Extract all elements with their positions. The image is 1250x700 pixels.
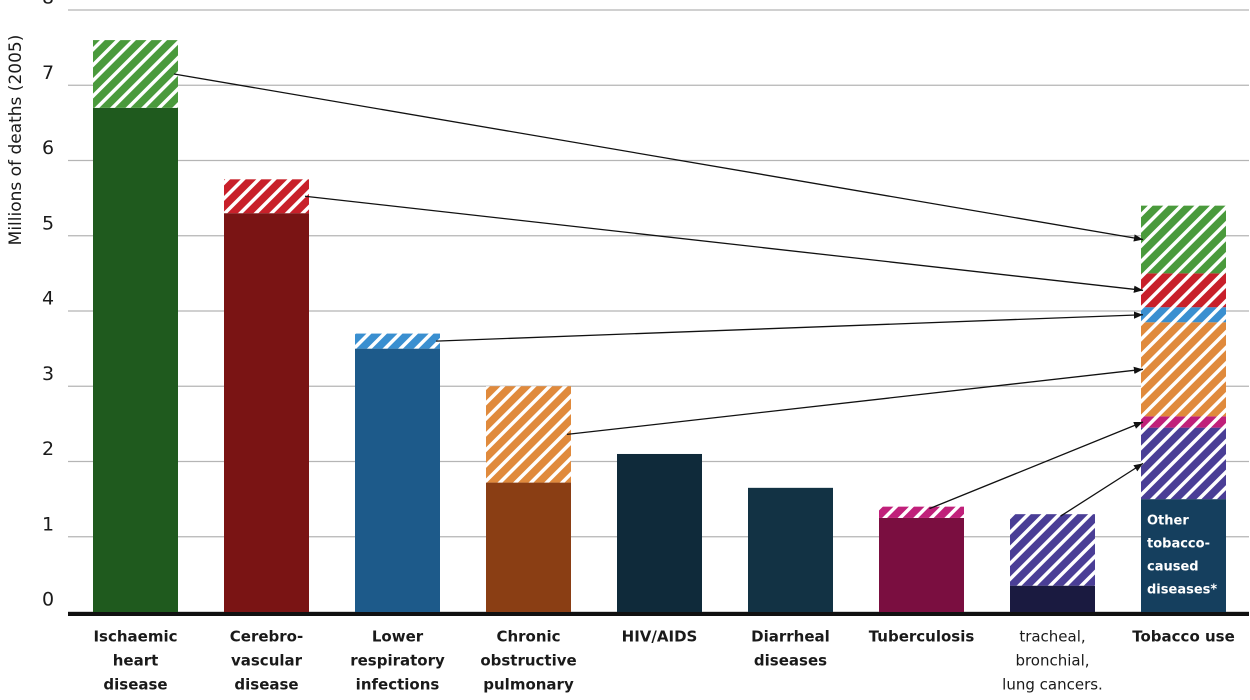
hatched-segment bbox=[1141, 416, 1226, 428]
hatched-segment bbox=[224, 179, 309, 214]
x-tick-label: vascular bbox=[231, 652, 303, 670]
hatched-segment bbox=[1141, 205, 1226, 274]
y-tick-label: 1 bbox=[42, 513, 54, 535]
x-tick-label: bronchial, bbox=[1015, 652, 1089, 670]
labels: 0 1 2 3 4 5 6 7 8 Ischaemic heart disease Cerebro-va… bbox=[42, 0, 1235, 700]
annotation: caused bbox=[1147, 560, 1199, 575]
bar-segment bbox=[1141, 499, 1226, 612]
hatched-segment bbox=[1141, 307, 1226, 323]
y-tick-label: 3 bbox=[42, 363, 54, 385]
arrow bbox=[304, 195, 1144, 293]
arrows bbox=[173, 73, 1144, 517]
x-tick-label: disease bbox=[234, 676, 298, 694]
annotation: tobacco- bbox=[1147, 537, 1210, 552]
x-tick-label: Lower bbox=[372, 628, 424, 646]
x-tick-label: heart bbox=[113, 652, 159, 670]
hatched-segment bbox=[355, 333, 440, 349]
bar-segment bbox=[879, 517, 964, 612]
x-tick-label: Cerebro- bbox=[230, 628, 303, 646]
bars bbox=[93, 40, 1226, 613]
hatched-segment bbox=[1141, 322, 1226, 417]
y-tick-label: 2 bbox=[42, 438, 54, 460]
x-tick-label: lung cancers. bbox=[1002, 676, 1103, 694]
x-tick-label: disease bbox=[103, 676, 167, 694]
arrow bbox=[1060, 462, 1144, 517]
hatched-segment bbox=[1010, 514, 1095, 586]
y-axis-title: Millions of deaths (2005) bbox=[6, 35, 26, 246]
annotation: diseases* bbox=[1147, 583, 1217, 598]
x-tick-label: Tobacco use bbox=[1132, 628, 1235, 646]
arrow bbox=[929, 421, 1144, 510]
bar-segment bbox=[355, 348, 440, 612]
x-tick-label: pulmonary bbox=[483, 676, 574, 694]
x-tick-label: infections bbox=[356, 676, 440, 694]
x-tick-label: respiratory bbox=[350, 652, 445, 670]
bar-segment bbox=[486, 482, 571, 612]
hatched-segment bbox=[1141, 273, 1226, 308]
x-tick-label: tracheal, bbox=[1019, 628, 1085, 646]
hatched-segment bbox=[879, 506, 964, 518]
x-tick-label: HIV/AIDS bbox=[622, 628, 698, 646]
hatched-segment bbox=[93, 40, 178, 108]
y-tick-label: 8 bbox=[42, 0, 54, 9]
x-tick-label: Chronic bbox=[496, 628, 560, 646]
y-tick-label: 0 bbox=[42, 589, 54, 611]
hatched-segment bbox=[1141, 427, 1226, 500]
annotation: Other bbox=[1147, 514, 1189, 529]
y-tick-label: 5 bbox=[42, 212, 54, 234]
bar-segment bbox=[93, 107, 178, 612]
bar-segment bbox=[224, 213, 309, 613]
bar-segment bbox=[748, 487, 833, 612]
y-tick-label: 4 bbox=[42, 288, 54, 310]
y-tick-label: 7 bbox=[42, 62, 54, 84]
x-tick-label: Diarrheal bbox=[751, 628, 830, 646]
arrow bbox=[173, 73, 1144, 242]
x-tick-label: Ischaemic bbox=[93, 628, 177, 646]
x-tick-label: diseases bbox=[754, 652, 827, 670]
bar-segment bbox=[617, 453, 702, 612]
x-tick-label: obstructive bbox=[480, 652, 576, 670]
hatched-segment bbox=[486, 386, 571, 483]
bar-segment bbox=[1010, 585, 1095, 612]
arrow bbox=[566, 366, 1144, 436]
y-tick-label: 6 bbox=[42, 137, 54, 159]
x-tick-label: Tuberculosis bbox=[869, 628, 975, 646]
arrow bbox=[435, 311, 1144, 342]
